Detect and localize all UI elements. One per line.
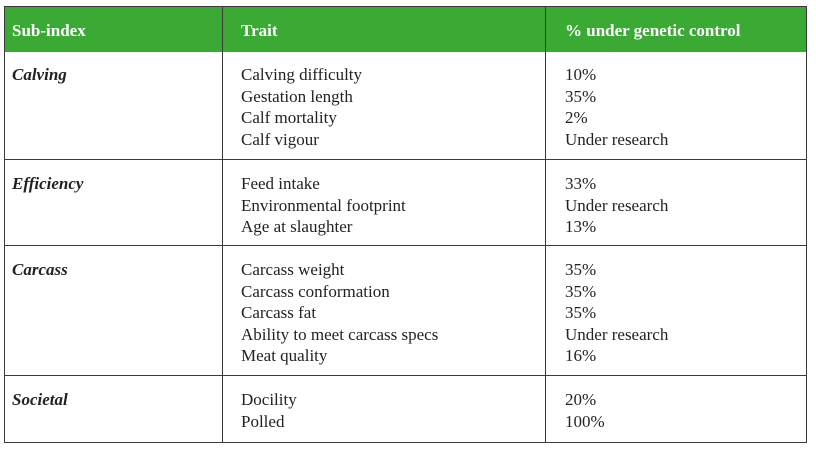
sub-index-societal: Societal — [12, 390, 68, 409]
trait-list: Feed intake Environmental footprint Age … — [241, 173, 406, 238]
trait-cell: Polled — [241, 411, 285, 431]
trait-cell: Calving difficulty — [241, 65, 363, 84]
trait-cell: Gestation length — [241, 86, 353, 106]
trait-cell: Docility — [241, 390, 297, 409]
value-cell: 35% — [565, 260, 597, 279]
trait-cell: Ability to meet carcass specs — [241, 324, 439, 344]
trait-cell: Calf vigour — [241, 129, 319, 149]
value-cell: 100% — [565, 411, 605, 431]
column-divider — [545, 7, 546, 442]
trait-list: Calving difficulty Gestation length Calf… — [241, 64, 362, 150]
value-list: 20% 100% — [565, 389, 605, 432]
trait-cell: Meat quality — [241, 346, 328, 365]
value-cell: Under research — [565, 195, 669, 215]
value-cell: 10% — [565, 65, 597, 84]
value-cell: 35% — [565, 86, 597, 106]
sub-index-efficiency: Efficiency — [12, 174, 84, 193]
sub-index-carcass: Carcass — [12, 260, 68, 279]
header-percent-genetic: % under genetic control — [565, 21, 741, 40]
value-cell: 2% — [565, 108, 588, 127]
table-header-row: Sub-index Trait % under genetic control — [5, 7, 806, 52]
value-list: 33% Under research 13% — [565, 173, 668, 238]
trait-cell: Age at slaughter — [241, 217, 353, 236]
value-cell: 35% — [565, 303, 597, 322]
value-cell: Under research — [565, 324, 669, 344]
sub-index-calving: Calving — [12, 65, 67, 84]
value-list: 10% 35% 2% Under research — [565, 64, 668, 150]
value-cell: 35% — [565, 281, 597, 301]
trait-cell: Carcass fat — [241, 303, 317, 322]
header-sub-index: Sub-index — [12, 21, 86, 40]
value-list: 35% 35% 35% Under research 16% — [565, 259, 668, 367]
header-trait: Trait — [241, 21, 278, 40]
row-divider — [5, 375, 806, 376]
trait-list: Docility Polled — [241, 389, 297, 432]
value-cell: 16% — [565, 346, 597, 365]
row-divider — [5, 245, 806, 246]
trait-cell: Environmental footprint — [241, 195, 406, 215]
value-cell: 33% — [565, 174, 597, 193]
value-cell: 13% — [565, 217, 597, 236]
trait-cell: Carcass conformation — [241, 281, 390, 301]
genetic-control-table: Sub-index Trait % under genetic control … — [4, 6, 807, 443]
trait-list: Carcass weight Carcass conformation Carc… — [241, 259, 438, 367]
value-cell: Under research — [565, 129, 669, 149]
column-divider — [222, 7, 223, 442]
trait-cell: Feed intake — [241, 174, 320, 193]
row-divider — [5, 159, 806, 160]
trait-cell: Calf mortality — [241, 108, 337, 127]
trait-cell: Carcass weight — [241, 260, 345, 279]
value-cell: 20% — [565, 390, 597, 409]
